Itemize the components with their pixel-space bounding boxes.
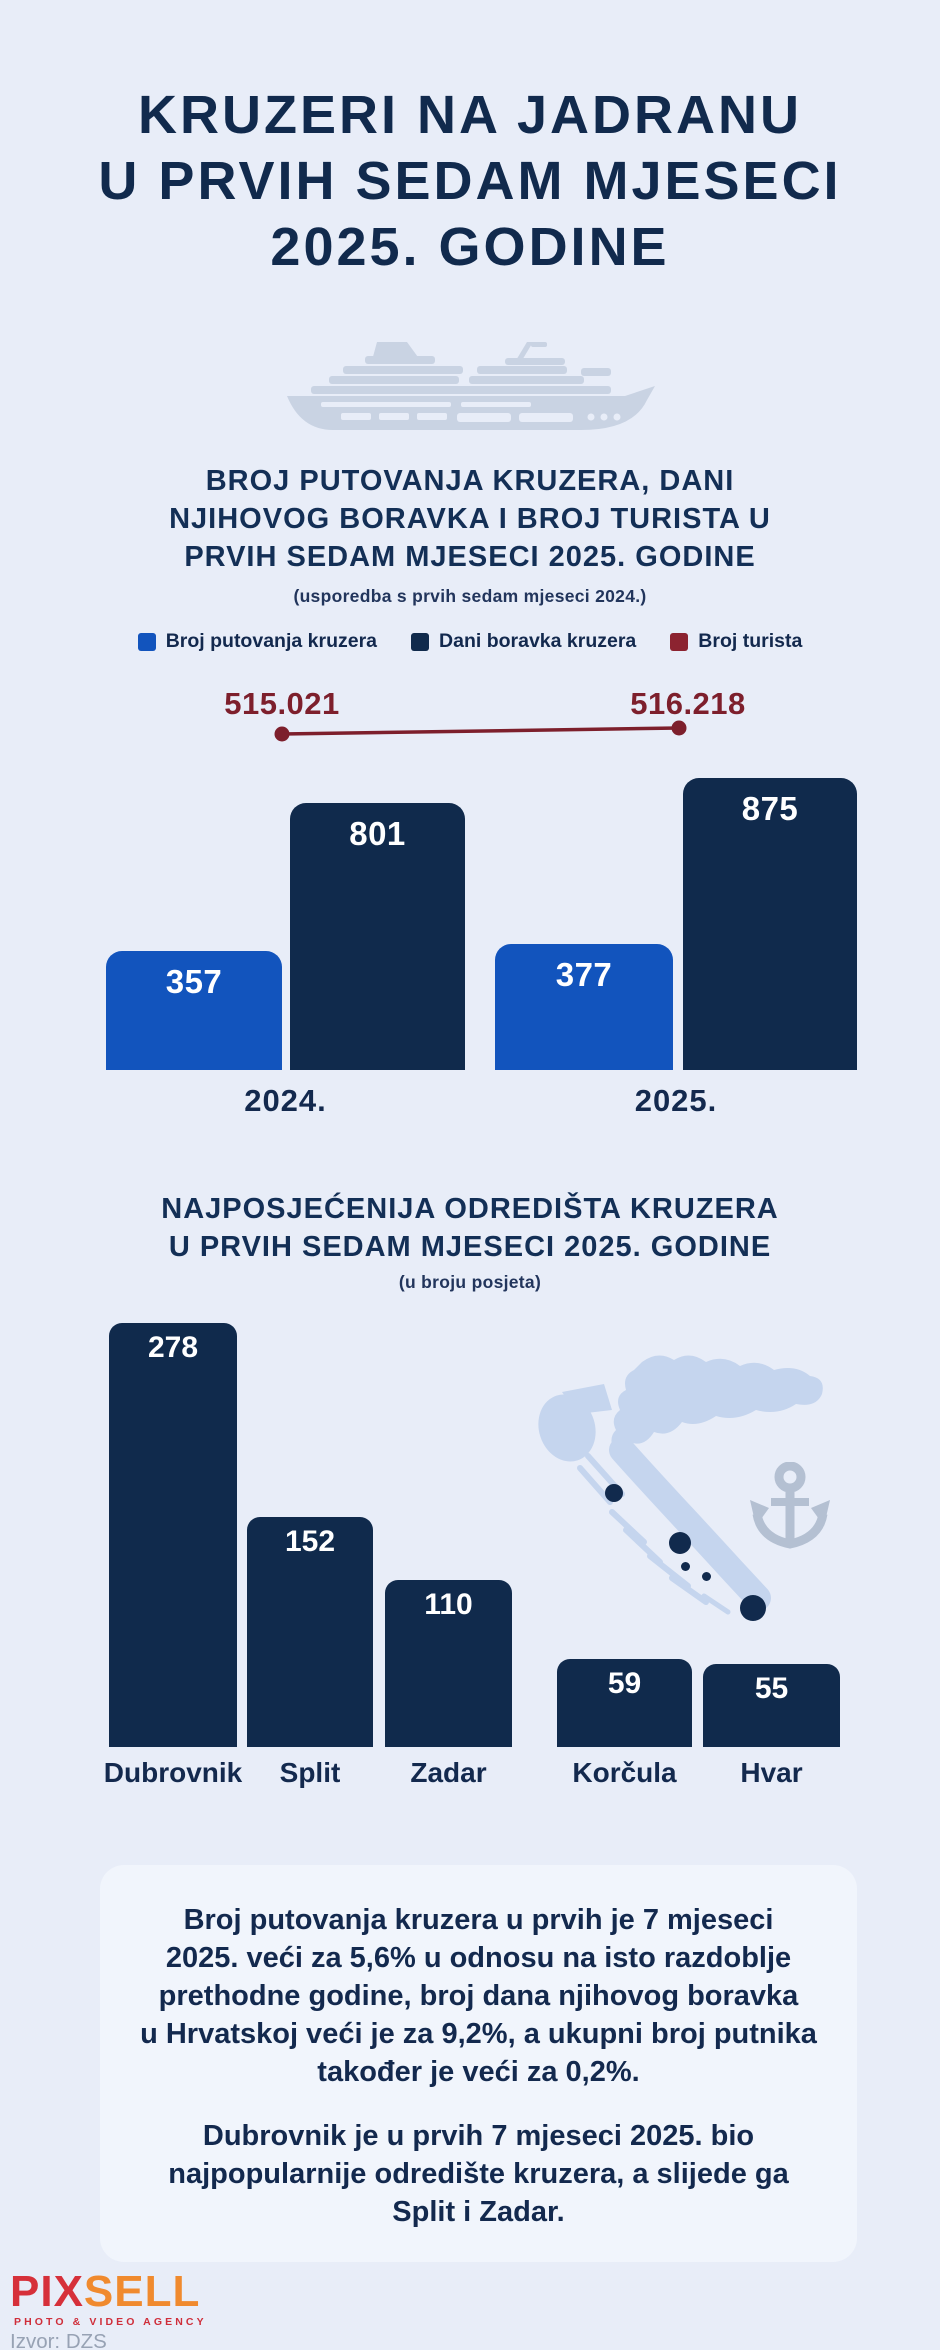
map-port-dot-small-2: [702, 1572, 711, 1581]
legend-label: Dani boravka kruzera: [439, 630, 637, 652]
legend-swatch-navy: [411, 632, 430, 651]
legend-swatch-blue: [137, 632, 156, 651]
section1-title-line2: NJIHOVOG BORAVKA I BROJ TURISTA U: [169, 503, 771, 535]
bar-hvar: 55: [703, 1664, 840, 1747]
x-axis-label-2025: 2025.: [634, 1083, 718, 1118]
legend-item-putovanja: Broj putovanja kruzera: [137, 630, 378, 653]
bar-korcula: 59: [557, 1659, 692, 1747]
section1-title-line3: PRVIH SEDAM MJESECI 2025. GODINE: [184, 541, 756, 573]
page-title-line1: KRUZERI NA JADRANU: [137, 85, 802, 145]
summary-box: Broj putovanja kruzera u prvih je 7 mjes…: [100, 1865, 857, 2262]
pixsell-logo: PIXSELL PHOTO & VIDEO AGENCY Izvor: DZS: [10, 2270, 207, 2350]
section1-title-line1: BROJ PUTOVANJA KRUZERA, DANI: [205, 465, 735, 497]
legend-item-turista: Broj turista: [670, 630, 802, 653]
bar-value-label: 875: [741, 790, 799, 827]
page-title: KRUZERI NA JADRANU U PRVIH SEDAM MJESECI…: [0, 82, 940, 280]
bar-putovanja-2025: 377: [495, 944, 673, 1070]
x-axis-label-2024: 2024.: [244, 1083, 327, 1118]
map-port-dot-zadar: [605, 1484, 623, 1502]
bar-value-label: 55: [754, 1672, 789, 1705]
x-axis-label-split: Split: [279, 1757, 341, 1788]
bar-dubrovnik: 278: [109, 1323, 237, 1747]
section2-title-line2: U PRVIH SEDAM MJESECI 2025. GODINE: [168, 1231, 772, 1263]
bar-putovanja-2024: 357: [106, 951, 282, 1070]
anchor-icon: [750, 1462, 830, 1549]
summary-p1-line: Broj putovanja kruzera u prvih je 7 mjes…: [183, 1904, 774, 1936]
chart1-legend: Broj putovanja kruzera Dani boravka kruz…: [0, 630, 940, 653]
section2-title-line1: NAJPOSJEĆENIJA ODREDIŠTA KRUZERA: [161, 1193, 779, 1225]
legend-label: Broj putovanja kruzera: [165, 630, 378, 652]
summary-p1-line: u Hrvatskoj veći je za 9,2%, a ukupni br…: [140, 2018, 817, 2050]
x-axis-label-dubrovnik: Dubrovnik: [103, 1757, 243, 1788]
bar-value-label: 377: [555, 956, 613, 993]
turista-value-2025: 516.218: [630, 686, 746, 721]
pixsell-logo-pix: PIX: [10, 2267, 84, 2316]
x-axis-label-korcula: Korčula: [572, 1757, 677, 1788]
map-port-dot-small-1: [681, 1562, 690, 1571]
bar-value-label: 110: [424, 1588, 473, 1621]
summary-p2-line: Dubrovnik je u prvih 7 mjeseci 2025. bio: [202, 2120, 755, 2152]
legend-swatch-maroon: [670, 632, 689, 651]
summary-p2-line: najpopularnije odredište kruzera, a slij…: [168, 2158, 789, 2190]
bar-value-label: 357: [165, 963, 223, 1000]
summary-p1-line: prethodne godine, broj dana njihovog bor…: [158, 1980, 799, 2012]
bar-zadar: 110: [385, 1580, 512, 1747]
bar-value-label: 152: [284, 1525, 336, 1558]
section2-subtitle: (u broju posjeta): [398, 1272, 542, 1292]
croatia-map-icon: [538, 1355, 823, 1615]
turista-trend-line: [274, 720, 687, 742]
turista-value-2024: 515.021: [224, 686, 340, 721]
source-label: Izvor: DZS: [10, 2329, 107, 2350]
pixsell-tagline: PHOTO & VIDEO AGENCY: [14, 2316, 207, 2328]
pixsell-logo-sell: SELL: [83, 2267, 201, 2316]
section2-title: NAJPOSJEĆENIJA ODREDIŠTA KRUZERA U PRVIH…: [0, 1190, 940, 1266]
page-title-line3: 2025. GODINE: [270, 217, 670, 277]
legend-item-dani: Dani boravka kruzera: [411, 630, 636, 653]
legend-label: Broj turista: [698, 630, 803, 652]
section1-title: BROJ PUTOVANJA KRUZERA, DANI NJIHOVOG BO…: [0, 462, 940, 576]
cruise-ship-icon: [287, 342, 655, 430]
map-port-dot-dubrovnik: [740, 1595, 766, 1621]
bar-value-label: 278: [147, 1331, 199, 1364]
summary-p1-line: 2025. veći za 5,6% u odnosu na isto razd…: [165, 1942, 792, 1974]
bar-value-label: 59: [607, 1667, 642, 1700]
pixsell-logo-text: PIXSELL: [10, 2270, 207, 2314]
x-axis-label-hvar: Hvar: [740, 1757, 803, 1788]
summary-p1-line: također je veći za 0,2%.: [317, 2056, 640, 2088]
bar-value-label: 801: [349, 815, 406, 852]
summary-p2-line: Split i Zadar.: [392, 2196, 565, 2228]
paragraph-gap: [100, 2091, 857, 2117]
section1-subtitle: (usporedba s prvih sedam mjeseci 2024.): [293, 586, 647, 606]
page-title-line2: U PRVIH SEDAM MJESECI: [98, 151, 842, 211]
bar-dani-2025: 875: [683, 778, 857, 1070]
x-axis-label-zadar: Zadar: [410, 1757, 487, 1788]
map-port-dot-split: [669, 1532, 691, 1554]
bar-dani-2024: 801: [290, 803, 465, 1070]
bar-split: 152: [247, 1517, 373, 1747]
